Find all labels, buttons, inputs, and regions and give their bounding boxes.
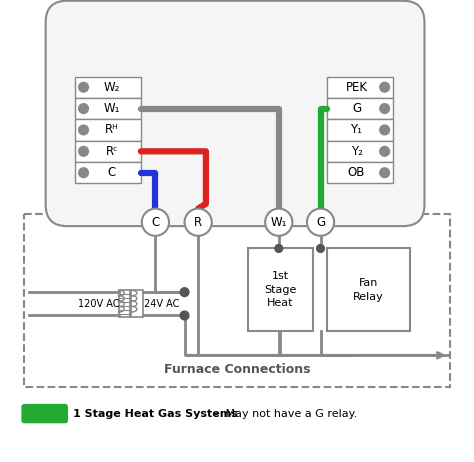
Bar — [328, 140, 393, 162]
Circle shape — [265, 209, 292, 236]
Circle shape — [380, 82, 390, 92]
Circle shape — [380, 104, 390, 114]
Circle shape — [79, 125, 88, 135]
Text: Furnace Connections: Furnace Connections — [164, 363, 310, 377]
Bar — [24, 214, 450, 387]
Circle shape — [79, 168, 88, 177]
Circle shape — [317, 244, 324, 252]
FancyBboxPatch shape — [46, 1, 424, 226]
Text: Stage: Stage — [264, 285, 296, 295]
Text: 120V AC: 120V AC — [78, 299, 120, 309]
Bar — [328, 162, 393, 183]
Bar — [75, 98, 141, 119]
Text: Y₂: Y₂ — [351, 145, 363, 158]
Circle shape — [79, 82, 88, 92]
Text: Relay: Relay — [353, 292, 384, 302]
Bar — [75, 140, 141, 162]
Text: G: G — [316, 216, 325, 229]
Circle shape — [307, 209, 334, 236]
Bar — [328, 77, 393, 98]
Text: 1st: 1st — [272, 271, 289, 281]
Bar — [328, 249, 410, 331]
FancyBboxPatch shape — [21, 404, 68, 423]
Bar — [328, 98, 393, 119]
Text: W₁: W₁ — [271, 216, 287, 229]
Text: C: C — [151, 216, 160, 229]
Circle shape — [180, 311, 189, 320]
Text: R: R — [194, 216, 202, 229]
Text: G: G — [352, 102, 361, 115]
Bar — [75, 77, 141, 98]
Text: 1 Stage Heat Gas Systems: 1 Stage Heat Gas Systems — [73, 408, 238, 419]
Bar — [75, 119, 141, 140]
Text: C: C — [108, 166, 116, 179]
Text: W₁: W₁ — [103, 102, 120, 115]
Text: PEK: PEK — [346, 81, 367, 94]
Circle shape — [142, 209, 169, 236]
Text: 24V AC: 24V AC — [144, 299, 179, 309]
Text: Heat: Heat — [267, 298, 293, 308]
Bar — [328, 119, 393, 140]
Text: OB: OB — [348, 166, 365, 179]
Circle shape — [380, 168, 390, 177]
Text: W₂: W₂ — [103, 81, 120, 94]
Circle shape — [180, 288, 189, 297]
Text: Y₁: Y₁ — [350, 123, 363, 136]
Circle shape — [380, 146, 390, 156]
Circle shape — [380, 125, 390, 135]
Bar — [248, 249, 313, 331]
Circle shape — [275, 244, 283, 252]
Bar — [75, 162, 141, 183]
Text: Fan: Fan — [359, 278, 378, 288]
Text: -  May not have a G relay.: - May not have a G relay. — [211, 408, 357, 419]
Circle shape — [184, 209, 212, 236]
Circle shape — [79, 146, 88, 156]
Bar — [131, 290, 143, 317]
Text: Rᴴ: Rᴴ — [105, 123, 118, 136]
Text: Rᶜ: Rᶜ — [105, 145, 118, 158]
Bar — [118, 290, 130, 317]
Circle shape — [79, 104, 88, 114]
